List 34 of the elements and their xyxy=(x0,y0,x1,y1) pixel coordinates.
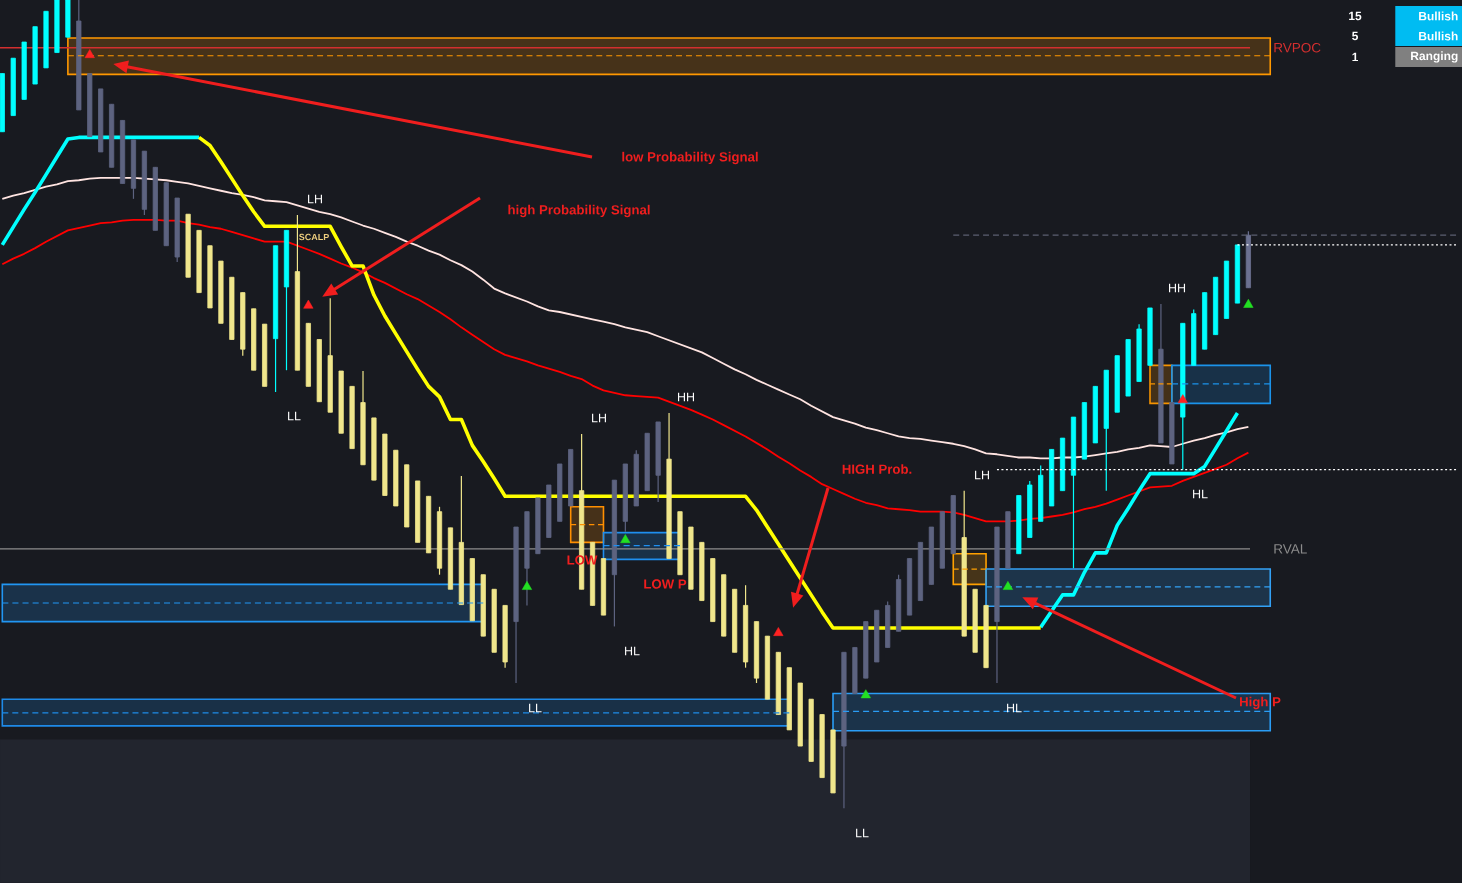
point xyxy=(84,49,95,58)
point xyxy=(860,689,871,699)
annotation: 5 xyxy=(1352,31,1359,41)
annotation: HL xyxy=(1007,703,1022,713)
annotation: HL xyxy=(1193,489,1208,499)
annotation: LL xyxy=(288,411,301,421)
annotation: HH xyxy=(678,392,695,402)
ref-line-label: RVPOC xyxy=(1274,42,1321,53)
annotation: HL xyxy=(625,646,640,656)
annotation: 15 xyxy=(1349,11,1362,21)
ref-line-label: RVAL xyxy=(1274,544,1307,554)
annotation: LH xyxy=(592,413,606,423)
annotation: LL xyxy=(529,703,542,713)
point xyxy=(1243,298,1254,308)
point xyxy=(620,534,631,543)
annotation: low Probability Signal xyxy=(622,151,758,165)
annotation: Ranging xyxy=(1411,51,1458,63)
text: LL xyxy=(856,828,869,838)
annotation: high Probability Signal xyxy=(508,204,650,218)
annotation: LH xyxy=(308,194,322,204)
annotation: Bullish xyxy=(1419,11,1458,21)
point xyxy=(303,299,314,309)
annotation: HH xyxy=(1169,283,1186,293)
point xyxy=(1002,581,1013,590)
point xyxy=(773,627,784,636)
annotation: LOW P xyxy=(644,579,687,589)
annotation: SCALP xyxy=(299,233,329,241)
annotation: 1 xyxy=(1352,52,1359,62)
annotation: High P xyxy=(1239,696,1281,710)
annotation: HIGH Prob. xyxy=(842,464,912,474)
annotation: LH xyxy=(975,470,989,480)
point xyxy=(1177,394,1188,404)
annotation: Bullish xyxy=(1419,31,1458,41)
point xyxy=(521,581,532,590)
